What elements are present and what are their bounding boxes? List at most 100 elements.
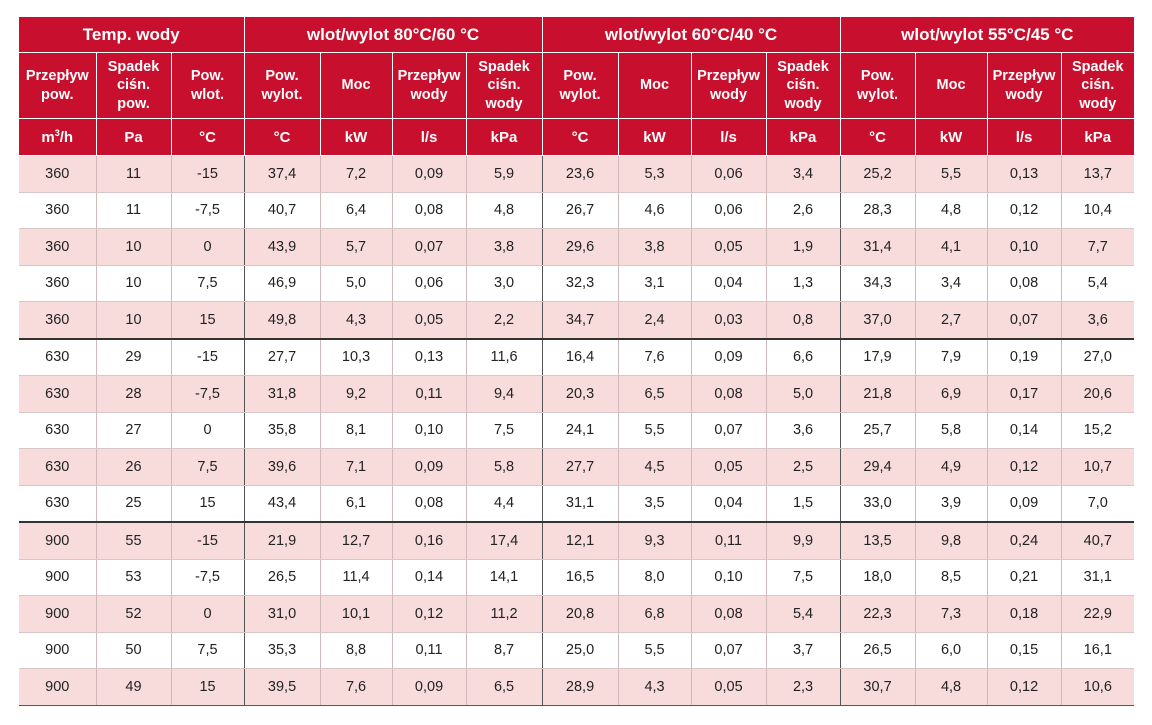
table-cell: 17,4	[466, 522, 543, 560]
table-cell: 7,3	[915, 595, 988, 633]
table-cell: 18,0	[840, 559, 916, 596]
table-cell: 630	[19, 375, 97, 413]
table-cell: 3,6	[766, 412, 841, 449]
table-cell: 35,8	[244, 412, 321, 449]
table-cell: 10	[96, 265, 172, 302]
table-row: 360 11 -7,5 40,7 6,4 0,08 4,8 26,7 4,6 0,06 2,6 28,…	[19, 192, 1135, 229]
table-cell: 1,9	[766, 228, 841, 266]
table-cell: 27	[96, 412, 172, 449]
table-cell: 20,8	[542, 595, 619, 633]
table-cell: 0,13	[392, 338, 467, 376]
table-cell: 15	[171, 668, 245, 706]
table-cell: 43,4	[244, 485, 321, 523]
table-body: 360 11 -15 37,4 7,2 0,09 5,9 23,6 5,3 0,06 3,4 25,2…	[19, 155, 1135, 706]
table-cell: 7,1	[320, 448, 393, 486]
performance-table: Temp. wody wlot/wylot 80°C/60 °C wlot/wylo…	[19, 17, 1135, 706]
table-cell: 0,24	[987, 522, 1062, 560]
table-cell: 49	[96, 668, 172, 706]
table-cell: 0,06	[392, 265, 467, 302]
table-cell: 630	[19, 412, 97, 449]
table-cell: 7,6	[320, 668, 393, 706]
table-cell: 2,4	[618, 301, 692, 340]
table-cell: 0,14	[987, 412, 1062, 449]
table-cell: 4,8	[915, 668, 988, 706]
table-cell: 52	[96, 595, 172, 633]
column-header-3: Pow. wylot.	[244, 52, 321, 119]
table-row: 630 28 -7,5 31,8 9,2 0,11 9,4 20,3 6,5 0,08 5,0 21,…	[19, 375, 1135, 413]
table-cell: 7,9	[915, 338, 988, 376]
table-cell: -15	[171, 338, 245, 376]
unit-header-0: m3/h	[19, 118, 97, 156]
column-header-6: Spadek ciśn. wody	[466, 52, 543, 119]
table-cell: 4,9	[915, 448, 988, 486]
table-cell: -15	[171, 522, 245, 560]
table-cell: 3,8	[466, 228, 543, 266]
unit-header-11: °C	[840, 118, 916, 156]
table-cell: 630	[19, 485, 97, 523]
table-cell: 0,12	[987, 192, 1062, 229]
table-cell: 6,5	[466, 668, 543, 706]
table-cell: 3,6	[1061, 301, 1135, 340]
table-cell: 50	[96, 632, 172, 669]
column-header-5: Przepływ wody	[392, 52, 467, 119]
table-cell: 40,7	[1061, 522, 1135, 560]
table-cell: 22,9	[1061, 595, 1135, 633]
table-cell: 900	[19, 595, 97, 633]
table-cell: 900	[19, 632, 97, 669]
table-cell: 20,6	[1061, 375, 1135, 413]
table-cell: 5,5	[915, 155, 988, 193]
table-cell: 31,4	[840, 228, 916, 266]
table-cell: 5,3	[618, 155, 692, 193]
table-row: 360 10 0 43,9 5,7 0,07 3,8 29,6 3,8 0,05 1,9 31,4 4,…	[19, 228, 1135, 266]
table-cell: 0,08	[392, 485, 467, 523]
table-cell: 1,5	[766, 485, 841, 523]
table-cell: 4,8	[915, 192, 988, 229]
header-unit-row: m3/h Pa °C °C kW l/s kPa °C kW l/s kPa °C kW l/s kPa	[19, 118, 1135, 156]
table-cell: 17,9	[840, 338, 916, 376]
table-cell: 29,4	[840, 448, 916, 486]
table-cell: 53	[96, 559, 172, 596]
column-header-14: Spadek ciśn. wody	[1061, 52, 1135, 119]
table-cell: 0,11	[691, 522, 767, 560]
table-cell: 46,9	[244, 265, 321, 302]
table-cell: 25,2	[840, 155, 916, 193]
table-cell: 16,5	[542, 559, 619, 596]
table-cell: 5,9	[466, 155, 543, 193]
table-cell: 0,15	[987, 632, 1062, 669]
table-cell: 630	[19, 448, 97, 486]
table-cell: 28	[96, 375, 172, 413]
table-cell: 7,0	[1061, 485, 1135, 523]
table-cell: 34,3	[840, 265, 916, 302]
table-cell: 0,09	[392, 155, 467, 193]
table-cell: 5,8	[915, 412, 988, 449]
table-cell: 39,5	[244, 668, 321, 706]
table-cell: 0,10	[392, 412, 467, 449]
table-cell: 24,1	[542, 412, 619, 449]
table-cell: 21,9	[244, 522, 321, 560]
table-cell: 26	[96, 448, 172, 486]
unit-header-12: kW	[915, 118, 988, 156]
table-cell: 10,4	[1061, 192, 1135, 229]
unit-header-14: kPa	[1061, 118, 1135, 156]
table-cell: 35,3	[244, 632, 321, 669]
table-cell: 30,7	[840, 668, 916, 706]
table-cell: 630	[19, 338, 97, 376]
table-cell: 6,5	[618, 375, 692, 413]
table-cell: 11,2	[466, 595, 543, 633]
table-cell: 7,5	[766, 559, 841, 596]
unit-header-1: Pa	[96, 118, 172, 156]
table-cell: 4,3	[320, 301, 393, 340]
table-row: 900 50 7,5 35,3 8,8 0,11 8,7 25,0 5,5 0,07 3,7 26,5…	[19, 632, 1135, 669]
unit-header-8: kW	[618, 118, 692, 156]
table-cell: 0,09	[987, 485, 1062, 523]
table-cell: 31,0	[244, 595, 321, 633]
table-cell: 27,0	[1061, 338, 1135, 376]
column-header-4: Moc	[320, 52, 393, 119]
table-cell: 0,06	[691, 155, 767, 193]
unit-header-3: °C	[244, 118, 321, 156]
table-cell: 0,08	[987, 265, 1062, 302]
unit-header-10: kPa	[766, 118, 841, 156]
table-cell: 15	[171, 485, 245, 523]
table-cell: 0,10	[691, 559, 767, 596]
table-cell: 0,03	[691, 301, 767, 340]
